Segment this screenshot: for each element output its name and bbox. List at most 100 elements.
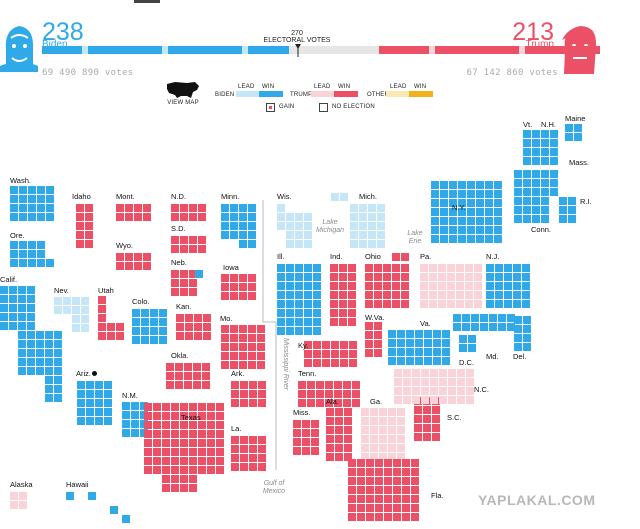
state-tiles-alaska[interactable] [10, 492, 27, 509]
state-label-ohio: Ohio [365, 252, 381, 261]
state-tiles-ny[interactable] [431, 181, 493, 243]
state-tiles-nj[interactable] [486, 264, 530, 308]
state-tiles-minn[interactable] [221, 204, 256, 239]
state-tiles-va[interactable] [388, 330, 450, 365]
state-label-ind: Ind. [330, 252, 343, 261]
state-tiles-nd[interactable] [171, 204, 206, 221]
state-label-ore: Ore. [10, 231, 25, 240]
state-tiles-mass[interactable] [514, 170, 558, 196]
state-tiles-fla[interactable] [348, 459, 419, 521]
state-tiles-hawaii-d[interactable] [122, 515, 130, 523]
trump-name: Trump [525, 39, 554, 50]
state-tiles-ore[interactable] [10, 241, 45, 258]
biden-popular-votes: 69 490 890 votes [42, 68, 134, 78]
state-tiles-sd[interactable] [171, 236, 206, 253]
state-label-del: Del. [513, 352, 527, 361]
state-tiles-utah[interactable] [98, 296, 106, 322]
state-tiles-ala[interactable] [326, 408, 352, 461]
ariz-dot-icon [92, 371, 97, 376]
state-tiles-utah-b[interactable] [98, 323, 124, 340]
state-tiles-neb-b[interactable] [195, 270, 203, 278]
state-label-iowa: Iowa [223, 263, 239, 272]
state-tiles-conn[interactable] [514, 197, 549, 223]
state-tiles-minn-b[interactable] [239, 240, 256, 248]
threshold-label: ELECTORAL VOTES [263, 37, 331, 44]
state-tiles-maine[interactable] [565, 124, 582, 141]
no-election-checkbox[interactable] [319, 103, 328, 112]
gulf-of-mexico-label: Gulf of Mexico [262, 480, 286, 495]
state-tiles-del[interactable] [514, 316, 531, 351]
state-label-vt: Vt. [523, 120, 533, 129]
state-label-miss: Miss. [293, 408, 311, 417]
state-tiles-colo[interactable] [132, 309, 167, 344]
state-label-mo: Mo. [220, 314, 233, 323]
legend-lead-header-2: LEAD [314, 84, 331, 90]
state-label-nd: N.D. [171, 192, 186, 201]
state-label-wyo: Wyo. [116, 241, 134, 250]
state-label-nm: N.M. [122, 391, 138, 400]
state-tiles-ohio-b[interactable] [392, 253, 409, 261]
state-tiles-ri[interactable] [559, 197, 576, 223]
state-tiles-texas-b[interactable] [162, 475, 197, 492]
state-label-kan: Kan. [176, 302, 192, 311]
state-tiles-mont[interactable] [116, 204, 151, 221]
state-tiles-nc[interactable] [394, 369, 474, 404]
state-tiles-tenn[interactable] [298, 381, 360, 407]
state-tiles-nev-b[interactable] [72, 315, 89, 332]
state-tiles-dc[interactable] [459, 335, 476, 352]
gain-checkbox[interactable] [266, 103, 275, 112]
state-label-okla: Okla. [171, 351, 189, 360]
view-map-button[interactable]: VIEW MAP [165, 80, 201, 108]
state-tiles-hawaii-c[interactable] [110, 506, 118, 514]
state-tiles-ga[interactable] [361, 408, 405, 461]
state-tiles-ohio[interactable] [365, 264, 409, 308]
state-tiles-ky[interactable] [304, 341, 357, 367]
state-label-nh: N.H. [541, 120, 556, 129]
state-tiles-hawaii-b[interactable] [88, 492, 96, 500]
state-tiles-kan[interactable] [176, 314, 211, 340]
state-tiles-calif[interactable] [0, 286, 35, 330]
state-tiles-wyo[interactable] [116, 253, 151, 270]
state-label-ga: Ga. [370, 397, 383, 406]
state-tiles-idaho[interactable] [76, 204, 93, 248]
state-tiles-ind[interactable] [330, 264, 356, 326]
state-tiles-ariz[interactable] [77, 381, 112, 425]
state-label-maine: Maine [565, 114, 586, 123]
state-tiles-wva[interactable] [365, 322, 382, 357]
state-tiles-wis-b[interactable] [286, 213, 312, 248]
state-tiles-ark[interactable] [231, 381, 266, 407]
state-tiles-vt[interactable] [523, 130, 540, 165]
state-tiles-mich[interactable] [331, 193, 348, 201]
state-tiles-nh[interactable] [541, 130, 558, 165]
state-tiles-ore-b[interactable] [10, 259, 54, 267]
state-tiles-md[interactable] [453, 314, 515, 331]
state-label-ark: Ark. [231, 369, 245, 378]
state-tiles-calif-c[interactable] [45, 376, 62, 402]
state-label-va: Va. [420, 319, 431, 328]
state-tiles-iowa[interactable] [221, 274, 256, 300]
state-label-mich: Mich. [359, 192, 377, 201]
state-tiles-wash[interactable] [10, 186, 54, 221]
threshold-number: 270 [291, 30, 303, 37]
state-tiles-hawaii[interactable] [66, 492, 74, 500]
state-tiles-pa[interactable] [420, 264, 482, 308]
state-label-ri: R.I. [580, 197, 592, 206]
state-label-tenn: Tenn. [298, 369, 317, 378]
state-tiles-neb[interactable] [171, 270, 197, 296]
state-tiles-miss[interactable] [293, 420, 319, 455]
state-tiles-mich-b[interactable] [350, 204, 385, 248]
state-label-md: Md. [486, 352, 499, 361]
state-tiles-ill[interactable] [277, 264, 321, 335]
state-label-utah: Utah [98, 286, 114, 295]
biden-name: Biden [42, 39, 68, 50]
state-tiles-la[interactable] [231, 436, 266, 471]
state-tiles-okla[interactable] [166, 363, 210, 389]
state-tiles-ny-b[interactable] [485, 181, 502, 243]
state-tiles-wis[interactable] [277, 204, 285, 230]
state-tiles-mo[interactable] [221, 325, 265, 369]
state-tiles-nev[interactable] [54, 297, 89, 314]
state-tiles-calif-b[interactable] [18, 331, 62, 375]
state-tiles-texas[interactable] [144, 403, 224, 474]
state-label-dc: D.C. [459, 358, 474, 367]
